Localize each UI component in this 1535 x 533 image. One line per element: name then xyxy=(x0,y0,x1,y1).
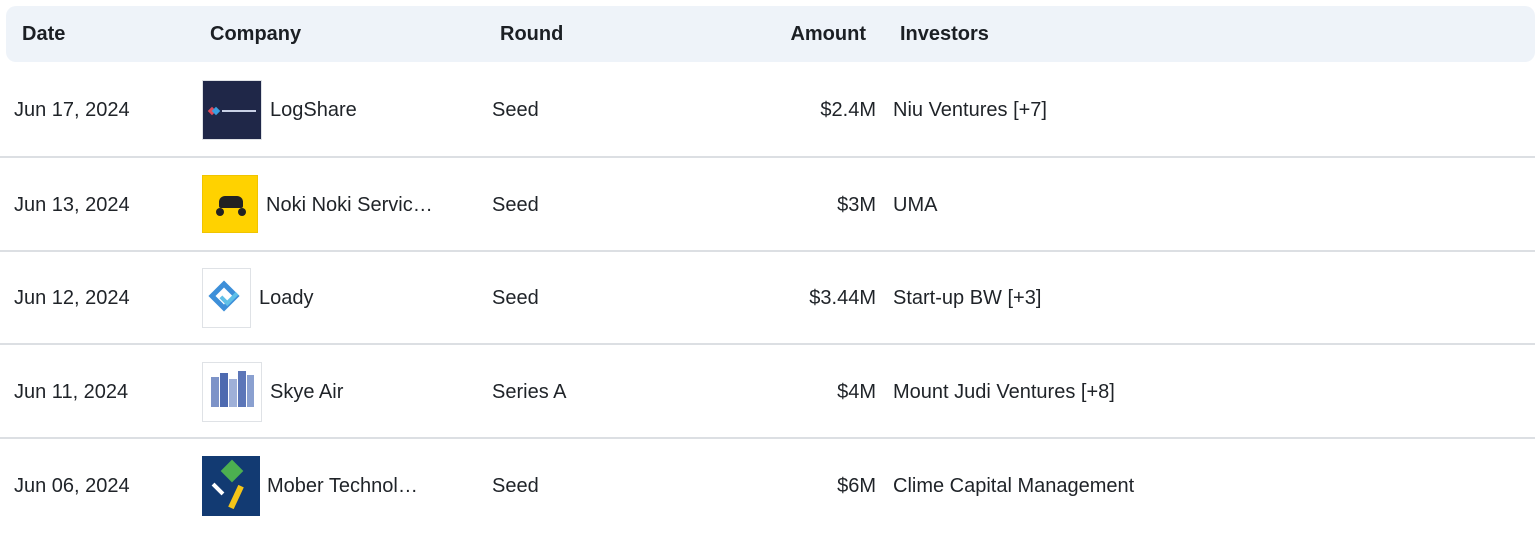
investors[interactable]: Niu Ventures [+7] xyxy=(893,99,1047,121)
table-row[interactable]: Jun 13, 2024 Noki Noki Servic… Seed $3M … xyxy=(0,158,1535,252)
round: Series A xyxy=(492,381,567,403)
round: Seed xyxy=(492,99,539,121)
table-row[interactable]: Jun 17, 2024 LogShare Seed $2.4M Niu Ven… xyxy=(0,63,1535,157)
amount: $3.44M xyxy=(809,287,876,309)
amount: $2.4M xyxy=(820,99,876,121)
table-row[interactable]: Jun 11, 2024 Skye Air Series A $4M Mount… xyxy=(0,345,1535,439)
table-row[interactable]: Jun 12, 2024 Loady Seed $3.44M Start-up … xyxy=(0,251,1535,345)
company-logo xyxy=(202,175,258,233)
amount: $3M xyxy=(837,194,876,216)
amount: $4M xyxy=(837,381,876,403)
company-name[interactable]: Loady xyxy=(259,287,314,309)
column-header[interactable]: Investors xyxy=(900,23,989,45)
column-header[interactable]: Date xyxy=(22,23,66,45)
company-logo xyxy=(202,362,262,422)
date: Jun 11, 2024 xyxy=(14,381,129,403)
date: Jun 06, 2024 xyxy=(14,475,130,497)
investors[interactable]: Start-up BW [+3] xyxy=(893,287,1042,309)
table-row[interactable]: Jun 06, 2024 Mober Technol… Seed $6M Cli… xyxy=(0,439,1535,533)
company-name[interactable]: Skye Air xyxy=(270,381,344,403)
investors[interactable]: Clime Capital Management xyxy=(893,475,1135,497)
round: Seed xyxy=(492,475,539,497)
round: Seed xyxy=(492,287,539,309)
table-header xyxy=(6,6,1535,62)
investors[interactable]: UMA xyxy=(893,194,938,216)
company-name[interactable]: LogShare xyxy=(270,99,357,121)
company-name[interactable]: Mober Technol… xyxy=(267,475,418,497)
row-separator xyxy=(0,156,1535,158)
amount: $6M xyxy=(837,475,876,497)
column-header[interactable]: Round xyxy=(500,23,564,45)
company-logo xyxy=(202,268,251,328)
column-header[interactable]: Amount xyxy=(790,23,866,45)
row-separator xyxy=(0,343,1535,345)
company-name[interactable]: Noki Noki Servic… xyxy=(266,194,433,216)
row-separator xyxy=(0,250,1535,252)
round: Seed xyxy=(492,194,539,216)
date: Jun 13, 2024 xyxy=(14,194,130,216)
date: Jun 12, 2024 xyxy=(14,287,130,309)
investors[interactable]: Mount Judi Ventures [+8] xyxy=(893,381,1115,403)
date: Jun 17, 2024 xyxy=(14,99,130,121)
column-header[interactable]: Company xyxy=(210,23,302,45)
row-separator xyxy=(0,437,1535,439)
company-logo xyxy=(202,80,262,140)
company-logo xyxy=(202,456,260,516)
